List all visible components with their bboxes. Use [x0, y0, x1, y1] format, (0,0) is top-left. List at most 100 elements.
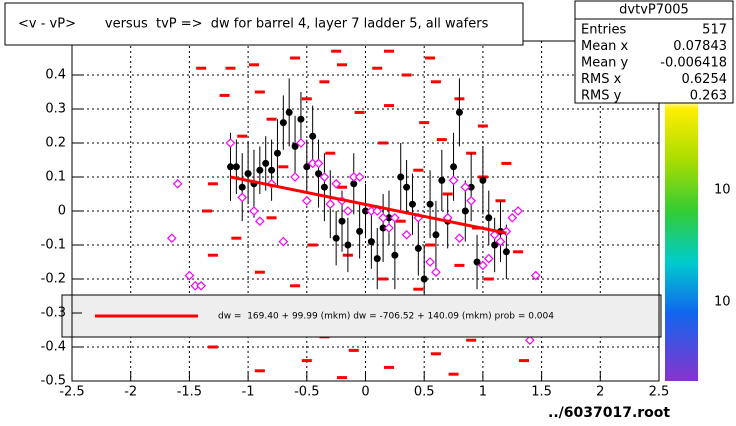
- stats-label: Mean y: [581, 56, 629, 71]
- hist-cell: [383, 365, 394, 369]
- open-diamond: [301, 195, 312, 206]
- y-tick-label: -0.1: [41, 238, 66, 253]
- point: [385, 214, 393, 222]
- open-diamond: [454, 233, 465, 244]
- hist-cell: [425, 56, 436, 60]
- point: [268, 166, 276, 174]
- point: [379, 224, 387, 232]
- hist-cell: [301, 359, 312, 363]
- point: [356, 227, 364, 235]
- stats-value: 0.07843: [673, 39, 727, 54]
- x-tick-label: -0.5: [294, 385, 319, 400]
- open-diamond: [448, 175, 459, 186]
- point: [232, 163, 240, 171]
- hist-cell: [266, 216, 277, 220]
- point: [256, 166, 264, 174]
- legend: dw = 169.40 + 99.99 (mkm) dw = -706.52 +…: [61, 294, 662, 338]
- hist-cell: [419, 121, 430, 125]
- hist-cell: [207, 253, 218, 257]
- point: [461, 207, 469, 215]
- stats-value: 517: [702, 23, 727, 38]
- hist-cell: [207, 345, 218, 349]
- point: [414, 244, 422, 252]
- point: [473, 258, 481, 266]
- open-diamond: [425, 257, 435, 267]
- open-diamond: [390, 212, 400, 223]
- hist-cell: [301, 97, 312, 101]
- hist-cell: [372, 66, 383, 70]
- footer: ../6037017.root: [548, 405, 670, 421]
- hist-cell: [254, 369, 265, 373]
- y-tick-label: -0.3: [41, 306, 66, 321]
- x-tick-label: 2: [596, 385, 604, 400]
- hist-cell: [378, 277, 389, 281]
- y-tick-label: 0.3: [45, 102, 66, 117]
- hist-cell: [454, 263, 465, 267]
- hist-cell: [413, 168, 424, 172]
- open-diamond: [489, 229, 500, 240]
- hist-cell: [354, 110, 365, 114]
- point: [244, 170, 252, 178]
- stats-frame: [574, 0, 734, 104]
- hist-cell: [337, 63, 348, 67]
- stats-value: 0.263: [690, 89, 727, 104]
- colorbar-label: 10: [714, 295, 731, 310]
- x-tick-label: -2: [124, 385, 137, 400]
- hist-cell: [483, 277, 494, 281]
- point: [273, 149, 281, 157]
- point: [397, 173, 405, 181]
- fit-line: [230, 175, 507, 235]
- hist-cell: [248, 63, 259, 67]
- hist-cell: [501, 161, 512, 165]
- point: [303, 163, 311, 171]
- hist-cell: [207, 182, 218, 186]
- open-diamond: [460, 182, 471, 193]
- hist-cell: [477, 124, 488, 128]
- hist-cell: [401, 73, 412, 77]
- hist-cell: [337, 185, 348, 189]
- hist-cell: [466, 338, 477, 342]
- hist-cell: [219, 93, 230, 97]
- hist-cell: [202, 209, 213, 213]
- stats-label: Mean x: [581, 39, 629, 54]
- point: [367, 238, 375, 246]
- open-diamond: [278, 236, 289, 247]
- open-diamond: [378, 212, 388, 223]
- stats-value: 0.6254: [682, 72, 728, 87]
- hist-cell: [290, 56, 301, 60]
- hist-cell: [430, 80, 441, 84]
- open-diamond: [172, 178, 183, 189]
- point: [438, 176, 446, 184]
- hist-cell: [413, 287, 424, 291]
- hist-cell: [348, 348, 359, 352]
- legend-text: dw = 169.40 + 99.99 (mkm) dw = -706.52 +…: [218, 312, 554, 322]
- point: [455, 108, 463, 116]
- hist-cell: [254, 90, 265, 94]
- point: [315, 170, 323, 178]
- stats-title: dvtvP7005: [619, 3, 689, 18]
- hist-cell: [425, 243, 436, 247]
- open-diamond: [254, 216, 265, 227]
- x-tick-label: -2.5: [59, 385, 84, 400]
- point: [297, 115, 305, 123]
- chart-title: <v - vP> versus tvP => dw for barrel 4, …: [18, 17, 489, 32]
- point: [408, 200, 416, 208]
- x-tick-label: 2.5: [649, 385, 670, 400]
- y-tick-label: -0.5: [41, 374, 66, 389]
- hist-cell: [278, 165, 289, 169]
- open-diamond: [343, 206, 353, 216]
- point: [391, 251, 399, 259]
- hist-cell: [430, 352, 441, 356]
- open-diamond: [225, 138, 236, 148]
- open-diamond: [384, 223, 394, 233]
- hist-cell: [383, 104, 394, 108]
- point: [285, 108, 293, 116]
- hist-cell: [196, 66, 207, 70]
- point: [344, 241, 352, 249]
- stats-label: RMS x: [581, 72, 622, 87]
- y-tick-label: -0.2: [41, 272, 66, 287]
- point: [332, 234, 340, 242]
- open-diamond: [466, 195, 477, 206]
- open-diamond: [237, 192, 248, 203]
- x-tick-label: 1.5: [531, 385, 552, 400]
